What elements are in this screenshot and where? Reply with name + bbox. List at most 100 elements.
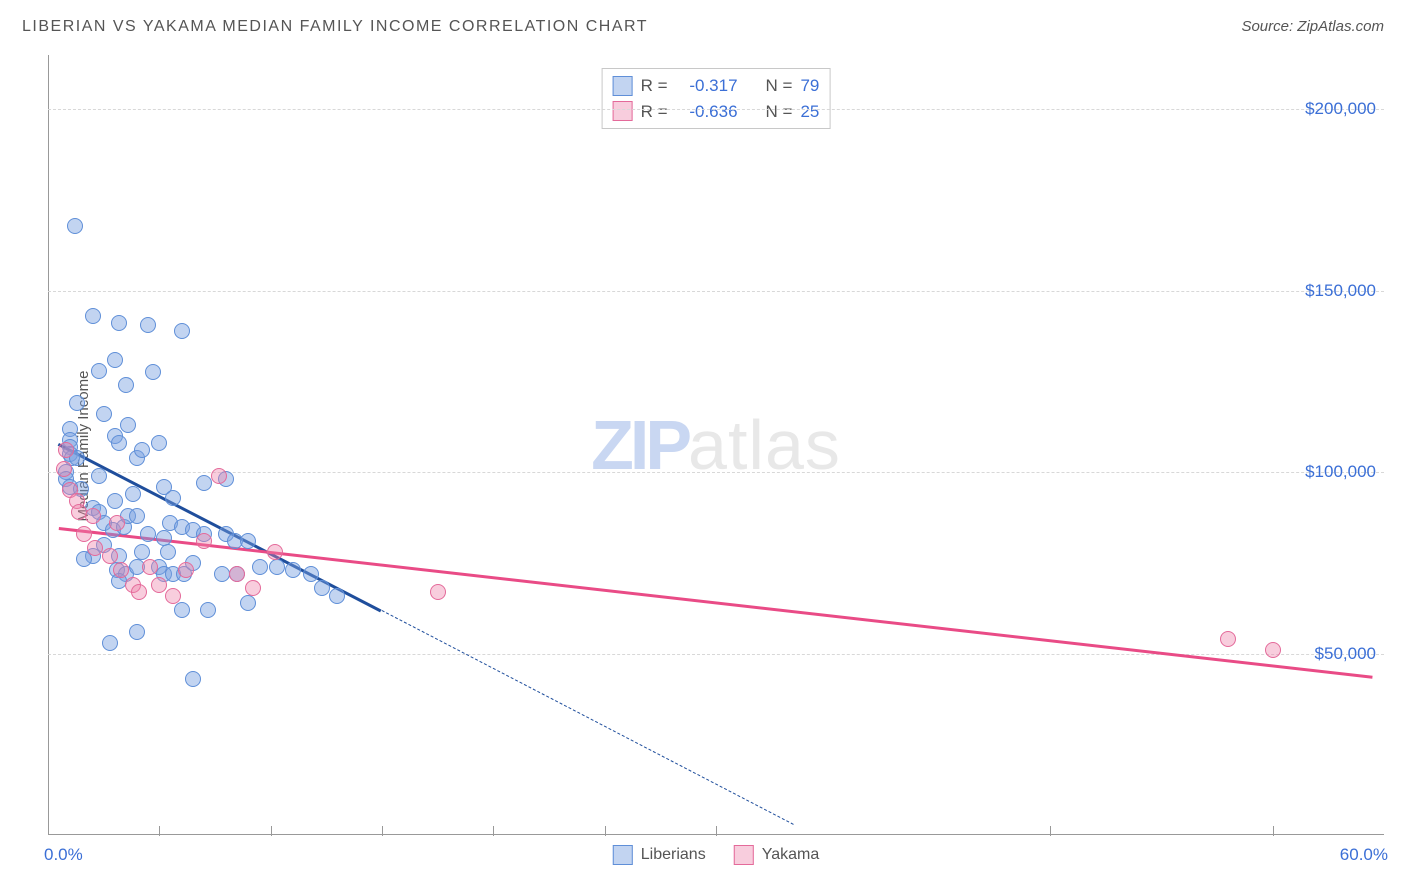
x-tick — [716, 826, 717, 836]
stat-row-liberians: R = -0.317 N = 79 — [613, 73, 820, 99]
series-legend-liberians: Liberians — [613, 845, 706, 865]
scatter-point — [151, 577, 167, 593]
chart-title: LIBERIAN VS YAKAMA MEDIAN FAMILY INCOME … — [22, 18, 648, 36]
scatter-point — [214, 566, 230, 582]
x-tick — [1273, 826, 1274, 836]
swatch-liberians — [613, 845, 633, 865]
scatter-point — [125, 486, 141, 502]
scatter-point — [69, 395, 85, 411]
scatter-point — [107, 493, 123, 509]
scatter-point — [58, 442, 74, 458]
scatter-point — [267, 544, 283, 560]
scatter-point — [56, 461, 72, 477]
gridline — [48, 109, 1384, 110]
stat-row-yakama: R = -0.636 N = 25 — [613, 99, 820, 125]
scatter-point — [269, 559, 285, 575]
y-axis-line — [48, 55, 49, 835]
scatter-point — [1265, 642, 1281, 658]
scatter-point — [76, 526, 92, 542]
swatch-yakama — [613, 101, 633, 121]
scatter-point — [85, 308, 101, 324]
scatter-point — [131, 584, 147, 600]
y-tick-label: $100,000 — [1305, 462, 1376, 482]
x-tick — [493, 826, 494, 836]
scatter-point — [96, 406, 112, 422]
scatter-point — [211, 468, 227, 484]
scatter-point — [165, 588, 181, 604]
stat-n-label: N = — [766, 73, 793, 99]
scatter-point — [107, 352, 123, 368]
scatter-point — [160, 544, 176, 560]
scatter-point — [174, 323, 190, 339]
stat-legend: R = -0.317 N = 79 R = -0.636 N = 25 — [602, 68, 831, 129]
scatter-point — [196, 475, 212, 491]
scatter-point — [102, 635, 118, 651]
x-tick — [605, 826, 606, 836]
x-min-label: 0.0% — [44, 845, 83, 865]
scatter-plot-area: ZIPatlas 0.0% 60.0% R = -0.317 N = 79 R … — [48, 55, 1384, 835]
scatter-point — [178, 562, 194, 578]
swatch-liberians — [613, 76, 633, 96]
scatter-point — [87, 540, 103, 556]
y-tick-label: $50,000 — [1315, 644, 1376, 664]
x-tick — [382, 826, 383, 836]
scatter-point — [129, 624, 145, 640]
scatter-point — [430, 584, 446, 600]
scatter-point — [102, 548, 118, 564]
stat-r-value-liberians: -0.317 — [676, 73, 738, 99]
stat-r-label: R = — [641, 99, 668, 125]
stat-n-label: N = — [766, 99, 793, 125]
scatter-point — [140, 526, 156, 542]
y-tick-label: $200,000 — [1305, 99, 1376, 119]
scatter-point — [140, 317, 156, 333]
scatter-point — [303, 566, 319, 582]
scatter-point — [118, 377, 134, 393]
scatter-point — [174, 602, 190, 618]
y-tick-label: $150,000 — [1305, 281, 1376, 301]
scatter-point — [85, 508, 101, 524]
scatter-point — [285, 562, 301, 578]
chart-header: LIBERIAN VS YAKAMA MEDIAN FAMILY INCOME … — [22, 18, 1384, 36]
gridline — [48, 472, 1384, 473]
swatch-yakama — [734, 845, 754, 865]
x-tick — [1050, 826, 1051, 836]
scatter-point — [229, 566, 245, 582]
scatter-point — [111, 315, 127, 331]
chart-source: Source: ZipAtlas.com — [1241, 18, 1384, 35]
scatter-point — [113, 562, 129, 578]
scatter-point — [240, 533, 256, 549]
scatter-point — [196, 533, 212, 549]
x-max-label: 60.0% — [1340, 845, 1388, 865]
scatter-point — [314, 580, 330, 596]
stat-r-value-yakama: -0.636 — [676, 99, 738, 125]
regression-line-extrapolated — [382, 610, 794, 825]
scatter-point — [329, 588, 345, 604]
scatter-point — [109, 515, 125, 531]
scatter-point — [245, 580, 261, 596]
stat-n-value-yakama: 25 — [800, 99, 819, 125]
x-tick — [159, 826, 160, 836]
scatter-point — [142, 559, 158, 575]
stat-n-value-liberians: 79 — [800, 73, 819, 99]
x-tick — [271, 826, 272, 836]
gridline — [48, 291, 1384, 292]
stat-r-label: R = — [641, 73, 668, 99]
scatter-point — [165, 490, 181, 506]
series-legend-yakama: Yakama — [734, 845, 820, 865]
series-legend: Liberians Yakama — [613, 845, 819, 865]
scatter-point — [134, 442, 150, 458]
scatter-point — [151, 435, 167, 451]
scatter-point — [120, 417, 136, 433]
series-label-yakama: Yakama — [762, 846, 820, 864]
series-label-liberians: Liberians — [641, 846, 706, 864]
scatter-point — [145, 364, 161, 380]
scatter-point — [240, 595, 256, 611]
scatter-point — [185, 671, 201, 687]
scatter-point — [111, 435, 127, 451]
scatter-point — [1220, 631, 1236, 647]
scatter-point — [67, 218, 83, 234]
scatter-point — [91, 363, 107, 379]
scatter-point — [252, 559, 268, 575]
scatter-point — [200, 602, 216, 618]
scatter-point — [129, 508, 145, 524]
